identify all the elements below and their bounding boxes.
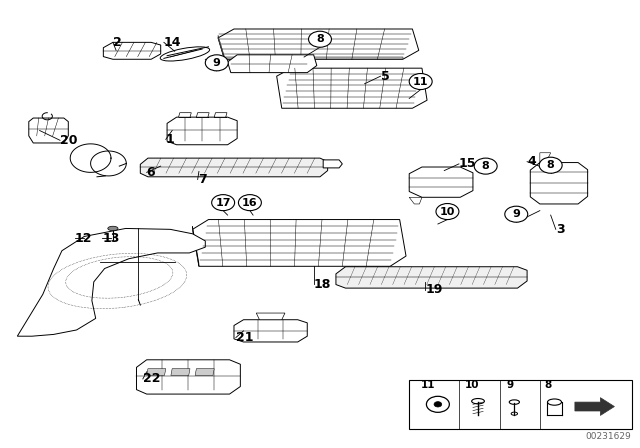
Polygon shape — [193, 220, 406, 266]
Polygon shape — [29, 118, 68, 143]
Text: 10: 10 — [440, 207, 455, 216]
Polygon shape — [196, 113, 209, 117]
Polygon shape — [167, 117, 237, 145]
Polygon shape — [218, 29, 419, 59]
Text: 10: 10 — [465, 380, 480, 390]
Polygon shape — [276, 68, 427, 108]
Circle shape — [434, 402, 442, 407]
Polygon shape — [171, 369, 190, 375]
Circle shape — [205, 55, 228, 71]
Text: 11: 11 — [413, 77, 428, 86]
Text: 9: 9 — [506, 380, 513, 390]
Text: 8: 8 — [316, 34, 324, 44]
Text: 1: 1 — [166, 133, 175, 146]
Text: 5: 5 — [381, 70, 389, 83]
Circle shape — [308, 31, 332, 47]
Text: 22: 22 — [143, 372, 161, 385]
Circle shape — [239, 194, 261, 211]
Polygon shape — [103, 43, 161, 59]
Text: 19: 19 — [425, 284, 442, 297]
Text: 2: 2 — [113, 36, 122, 49]
Circle shape — [540, 157, 562, 173]
Polygon shape — [575, 398, 614, 415]
Polygon shape — [17, 228, 205, 336]
Polygon shape — [214, 113, 227, 117]
Text: 18: 18 — [314, 278, 331, 291]
Circle shape — [212, 194, 235, 211]
Polygon shape — [140, 158, 328, 177]
Text: 6: 6 — [147, 166, 156, 179]
Text: 9: 9 — [213, 58, 221, 68]
Text: 13: 13 — [102, 232, 120, 245]
Polygon shape — [147, 369, 166, 375]
Polygon shape — [218, 35, 225, 59]
Text: 3: 3 — [556, 223, 564, 236]
Text: 17: 17 — [216, 198, 231, 207]
Text: 8: 8 — [482, 161, 490, 171]
Text: 16: 16 — [242, 198, 258, 207]
Polygon shape — [409, 197, 422, 204]
Circle shape — [436, 203, 459, 220]
Polygon shape — [531, 163, 588, 204]
Text: 20: 20 — [60, 134, 77, 147]
Circle shape — [409, 73, 432, 90]
Text: 9: 9 — [513, 209, 520, 219]
Text: 15: 15 — [459, 157, 476, 170]
Ellipse shape — [108, 226, 118, 231]
Text: 8: 8 — [544, 380, 552, 390]
Polygon shape — [225, 56, 403, 59]
Polygon shape — [195, 369, 214, 375]
Polygon shape — [234, 320, 307, 342]
Bar — [409, 380, 632, 429]
Polygon shape — [193, 226, 199, 266]
Text: 7: 7 — [198, 173, 207, 186]
Polygon shape — [409, 167, 473, 197]
Polygon shape — [179, 113, 191, 117]
Text: 12: 12 — [75, 232, 92, 245]
Circle shape — [474, 158, 497, 174]
Polygon shape — [136, 360, 241, 394]
Text: 11: 11 — [420, 380, 435, 390]
Ellipse shape — [547, 399, 561, 405]
Text: 00231629: 00231629 — [585, 432, 631, 441]
Polygon shape — [540, 153, 550, 163]
Circle shape — [426, 396, 449, 412]
Circle shape — [505, 206, 528, 222]
Polygon shape — [256, 313, 285, 320]
Polygon shape — [323, 160, 342, 168]
Text: 8: 8 — [547, 160, 554, 170]
Text: 14: 14 — [164, 36, 181, 49]
Ellipse shape — [160, 47, 210, 61]
Polygon shape — [228, 55, 317, 73]
Text: 21: 21 — [236, 331, 253, 344]
Text: 4: 4 — [527, 155, 536, 168]
Polygon shape — [336, 267, 527, 288]
